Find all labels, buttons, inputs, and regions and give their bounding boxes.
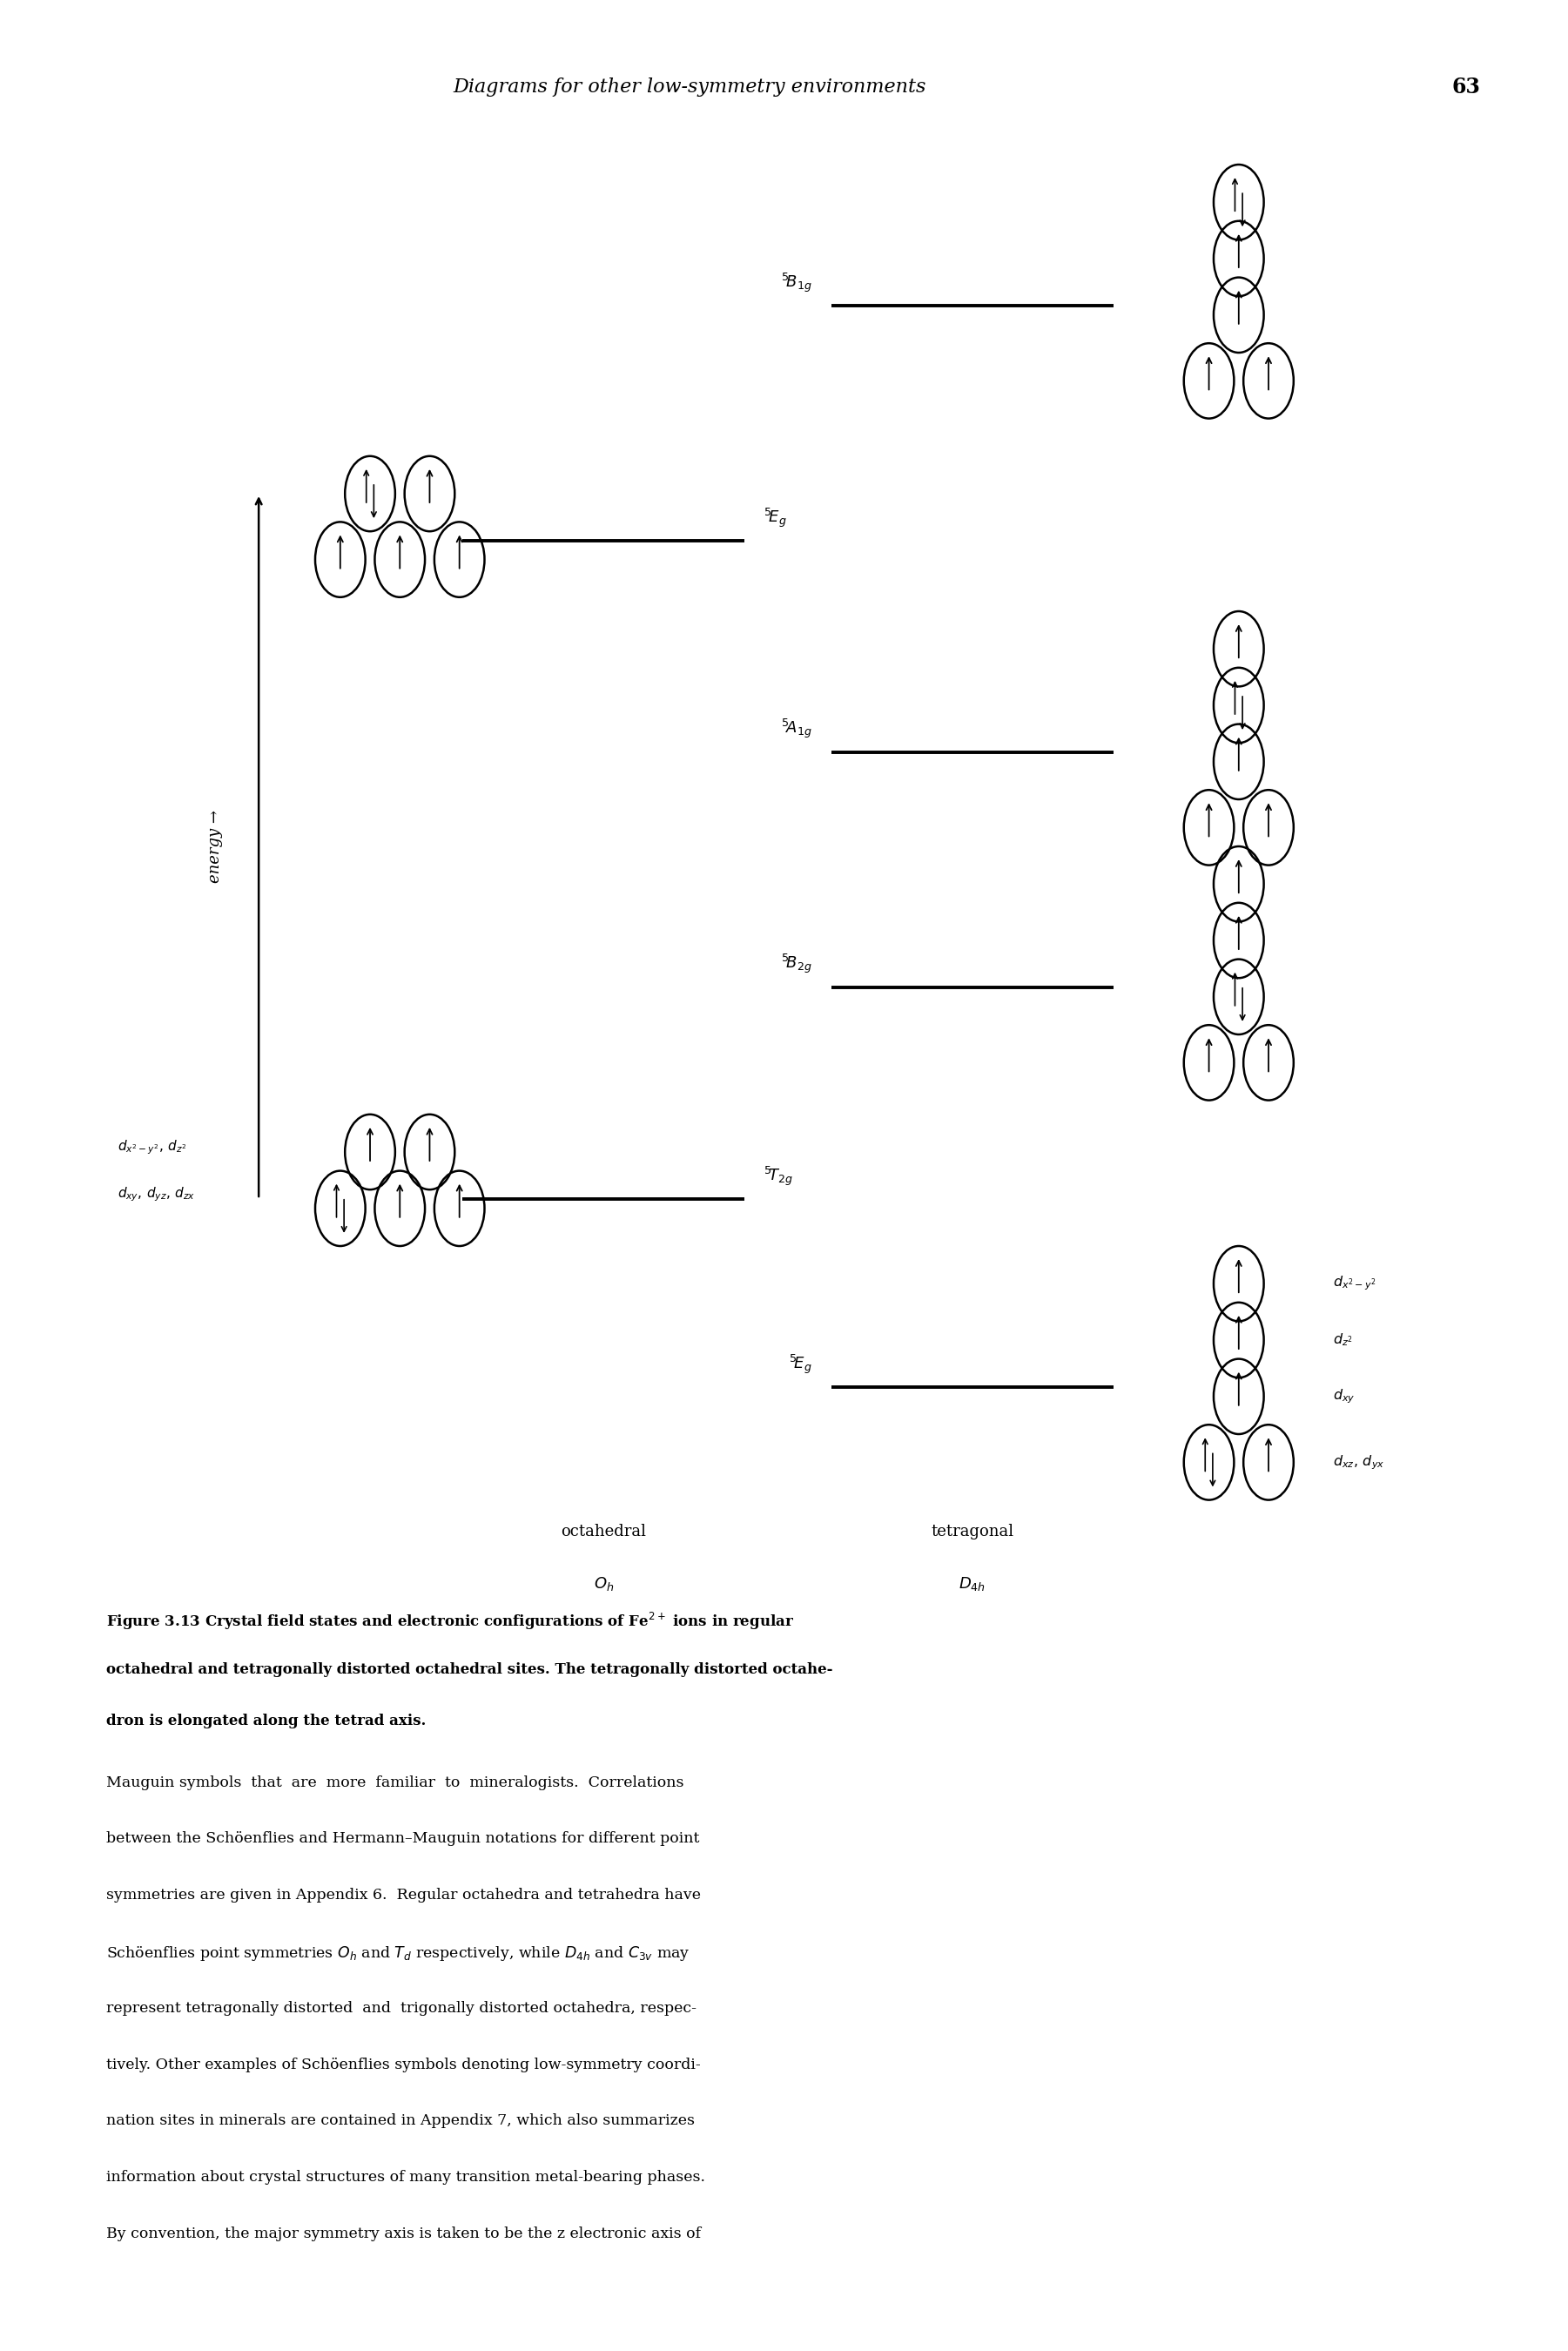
Text: Mauguin symbols  that  are  more  familiar  to  mineralogists.  Correlations: Mauguin symbols that are more familiar t… (107, 1775, 684, 1789)
Text: dron is elongated along the tetrad axis.: dron is elongated along the tetrad axis. (107, 1714, 426, 1728)
Text: $d_{x^2-y^2},\,d_{z^2}$: $d_{x^2-y^2},\,d_{z^2}$ (118, 1138, 187, 1157)
Text: information about crystal structures of many transition metal-bearing phases.: information about crystal structures of … (107, 2170, 706, 2184)
Text: By convention, the major symmetry axis is taken to be the z electronic axis of: By convention, the major symmetry axis i… (107, 2226, 701, 2241)
Text: Figure 3.13 Crystal field states and electronic configurations of Fe$^{2+}$ ions: Figure 3.13 Crystal field states and ele… (107, 1610, 795, 1632)
Text: tively. Other examples of Schöenflies symbols denoting low-symmetry coordi-: tively. Other examples of Schöenflies sy… (107, 2057, 701, 2071)
Text: Diagrams for other low-symmetry environments: Diagrams for other low-symmetry environm… (453, 78, 927, 96)
Text: 63: 63 (1452, 78, 1480, 96)
Text: $^5\!T_{2g}$: $^5\!T_{2g}$ (764, 1164, 793, 1187)
Text: $^5\!E_g$: $^5\!E_g$ (764, 505, 787, 529)
Text: $d_{xz},\,d_{yx}$: $d_{xz},\,d_{yx}$ (1333, 1453, 1385, 1472)
Text: $^5\!B_{1g}$: $^5\!B_{1g}$ (781, 270, 812, 294)
Text: energy →: energy → (207, 809, 223, 884)
Text: $d_{x^2-y^2}$: $d_{x^2-y^2}$ (1333, 1274, 1377, 1293)
Text: between the Schöenflies and Hermann–Mauguin notations for different point: between the Schöenflies and Hermann–Maug… (107, 1831, 699, 1846)
Text: $^5\!E_g$: $^5\!E_g$ (789, 1352, 812, 1375)
Text: $^5\!B_{2g}$: $^5\!B_{2g}$ (781, 952, 812, 976)
Text: $d_{xy},\,d_{yz},\,d_{zx}$: $d_{xy},\,d_{yz},\,d_{zx}$ (118, 1185, 194, 1204)
Text: $^5\!A_{1g}$: $^5\!A_{1g}$ (781, 717, 812, 741)
Text: represent tetragonally distorted  and  trigonally distorted octahedra, respec-: represent tetragonally distorted and tri… (107, 2001, 696, 2015)
Text: $D_{4h}$: $D_{4h}$ (958, 1575, 986, 1592)
Text: symmetries are given in Appendix 6.  Regular octahedra and tetrahedra have: symmetries are given in Appendix 6. Regu… (107, 1888, 701, 1902)
Text: tetragonal: tetragonal (931, 1523, 1013, 1540)
Text: octahedral and tetragonally distorted octahedral sites. The tetragonally distort: octahedral and tetragonally distorted oc… (107, 1662, 833, 1676)
Text: octahedral: octahedral (561, 1523, 646, 1540)
Text: Schöenflies point symmetries $O_h$ and $T_d$ respectively, while $D_{4h}$ and $C: Schöenflies point symmetries $O_h$ and $… (107, 1944, 690, 1963)
Text: $d_{xy}$: $d_{xy}$ (1333, 1387, 1355, 1406)
Text: $O_h$: $O_h$ (594, 1575, 613, 1592)
Text: nation sites in minerals are contained in Appendix 7, which also summarizes: nation sites in minerals are contained i… (107, 2114, 695, 2128)
Text: $d_{z^2}$: $d_{z^2}$ (1333, 1333, 1353, 1347)
